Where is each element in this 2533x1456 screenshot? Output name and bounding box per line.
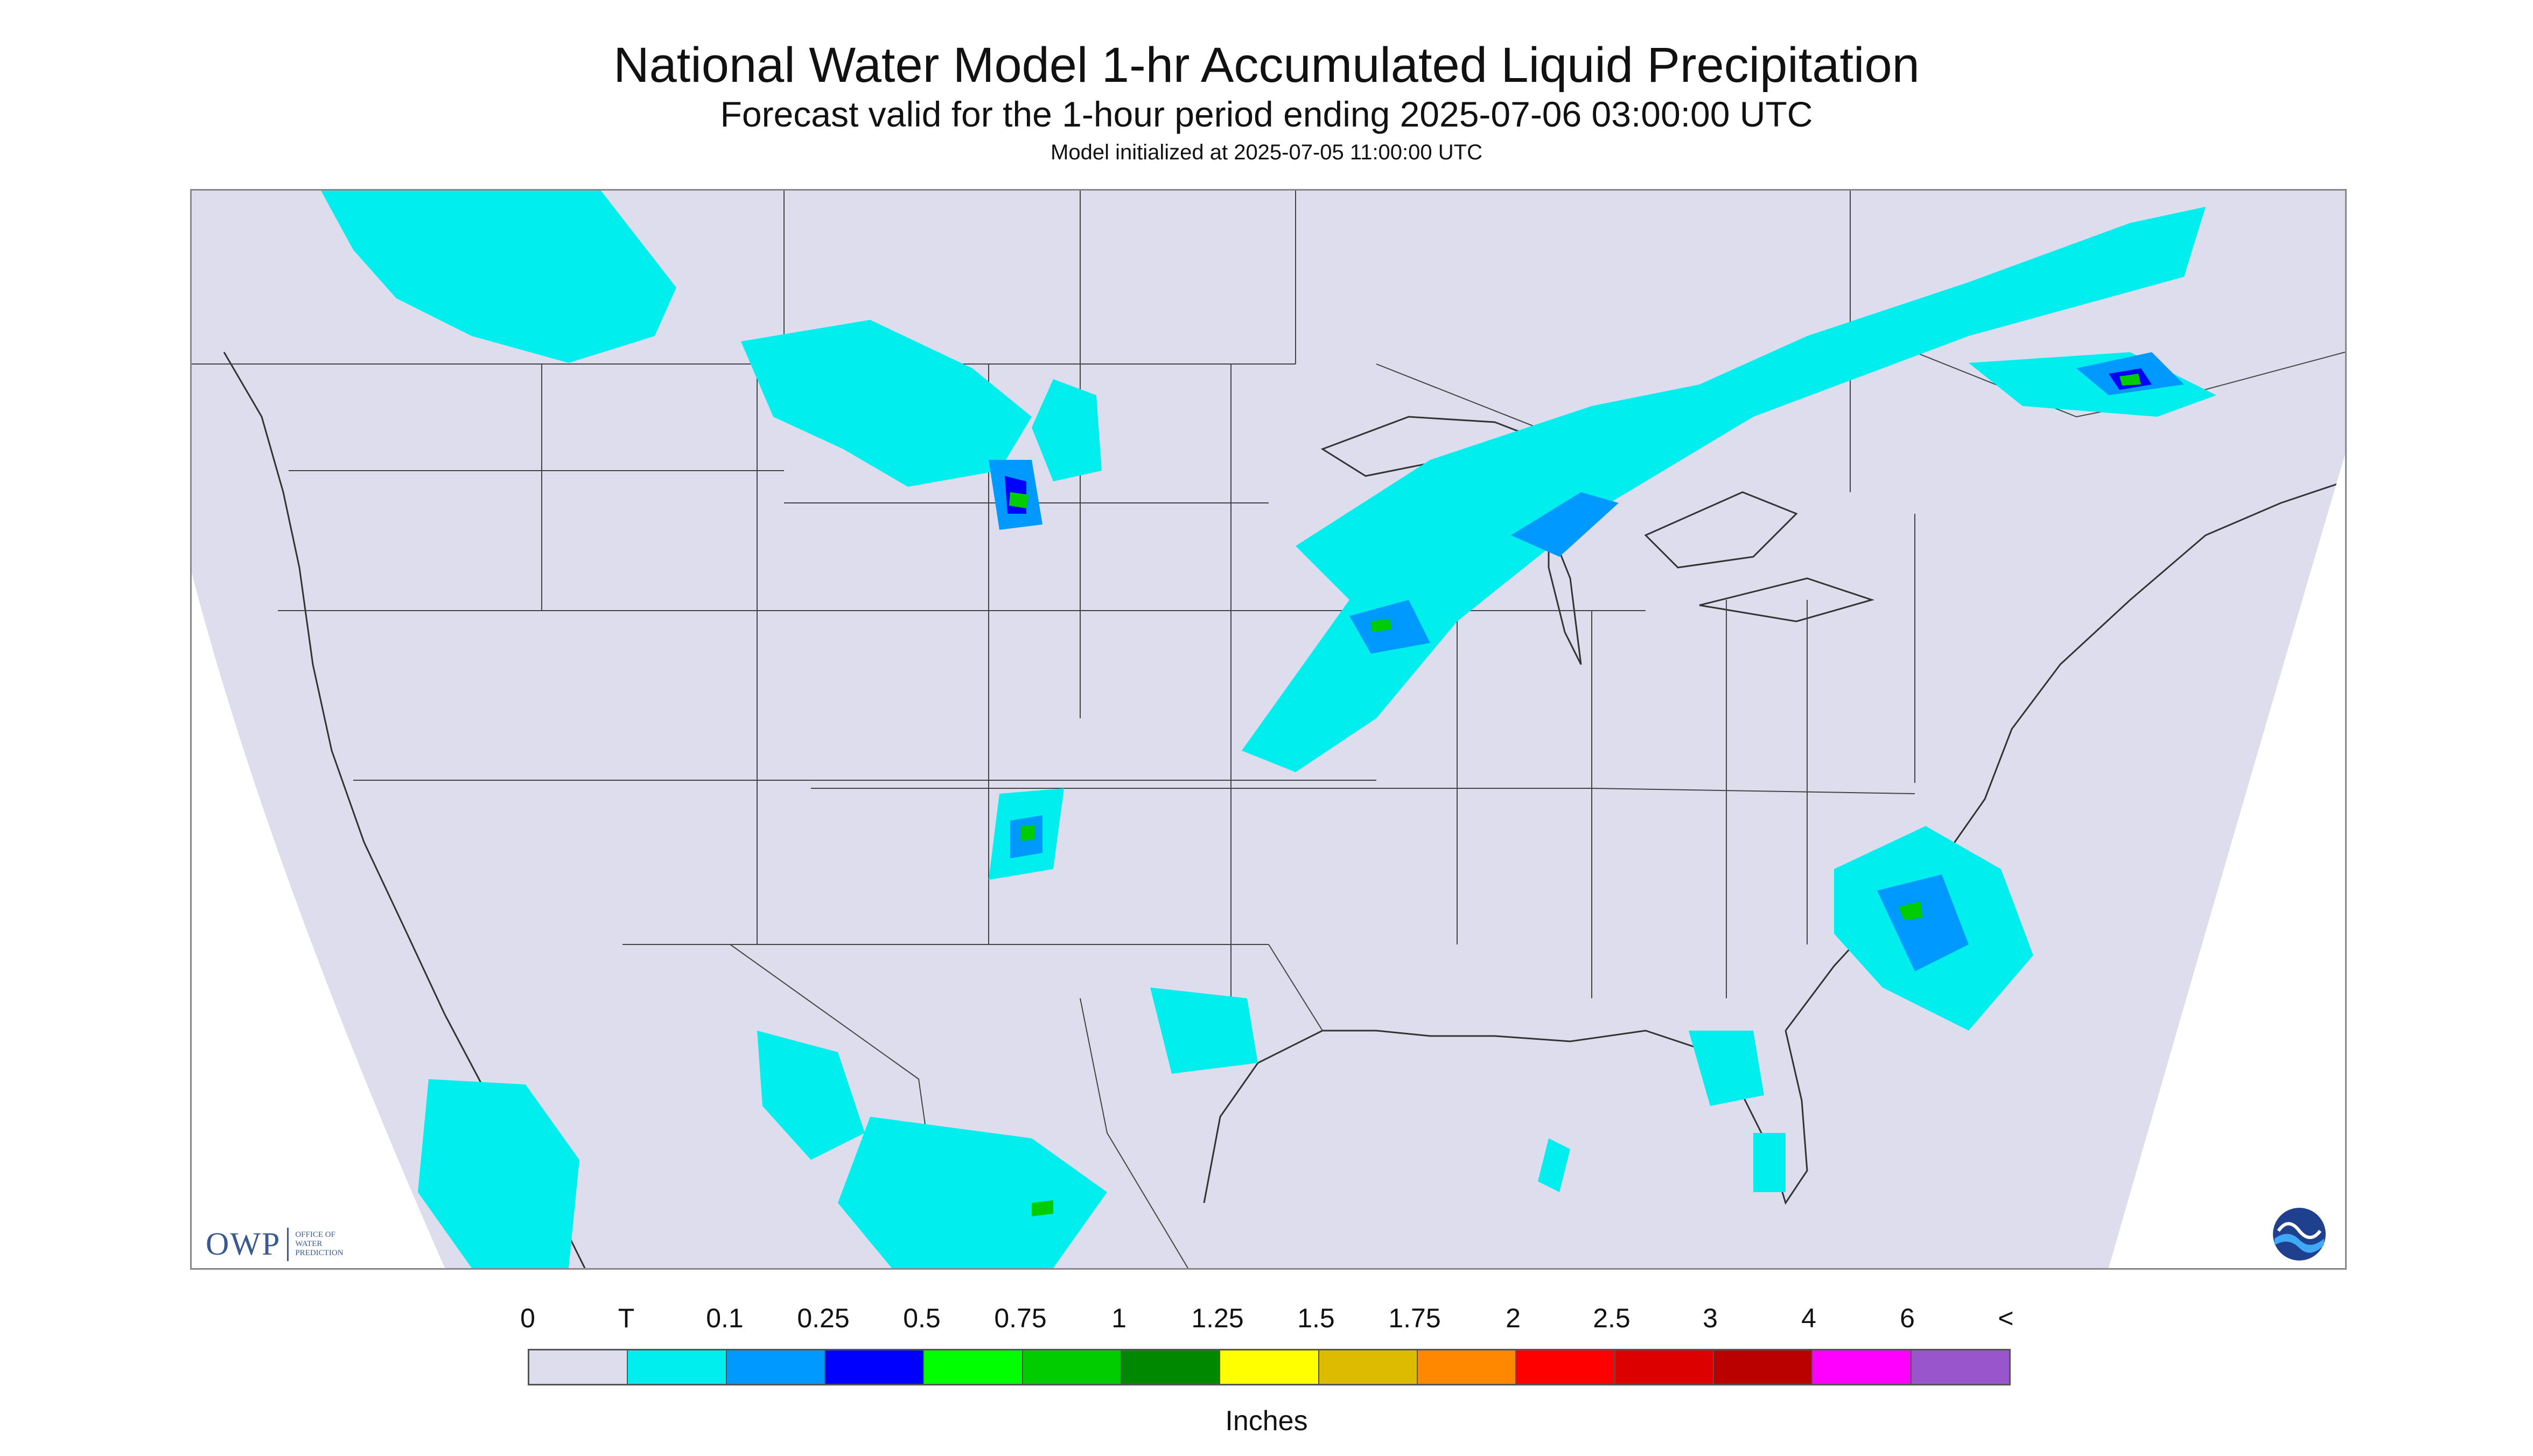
legend-label: 4 — [1801, 1303, 1816, 1333]
legend-label: 2 — [1506, 1303, 1521, 1333]
legend-label: 0 — [520, 1303, 535, 1333]
legend-label: 0.75 — [994, 1303, 1047, 1333]
legend-swatch — [1023, 1350, 1122, 1384]
outside-domain-left — [192, 573, 445, 1268]
legend-swatch — [1615, 1350, 1714, 1384]
owp-logo: OWP OFFICE OF WATER PREDICTION — [206, 1226, 344, 1263]
legend-label: 0.25 — [797, 1303, 850, 1333]
gulf-coastline — [1203, 1030, 1808, 1205]
legend-swatch — [1713, 1350, 1813, 1384]
precip-heavy — [1009, 374, 2141, 1216]
legend-label: 1.5 — [1297, 1303, 1335, 1333]
owp-abbrev: OWP — [206, 1226, 281, 1262]
owp-divider — [287, 1227, 289, 1261]
legend-label: 2.5 — [1593, 1303, 1631, 1333]
legend-color-bar — [528, 1349, 2011, 1385]
legend-swatch — [825, 1350, 925, 1384]
legend-swatch — [1516, 1350, 1615, 1384]
legend-label: 1.75 — [1388, 1303, 1441, 1333]
legend-swatch — [726, 1350, 825, 1384]
legend-swatch — [628, 1350, 727, 1384]
legend-swatch — [924, 1350, 1023, 1384]
legend-label: < — [1998, 1303, 2014, 1333]
legend-label: 1 — [1111, 1303, 1126, 1333]
map-canvas — [192, 191, 2345, 1268]
legend-swatch — [1911, 1350, 2009, 1384]
legend-swatch — [529, 1350, 628, 1384]
legend-label: 0.1 — [706, 1303, 744, 1333]
legend-units-label: Inches — [1225, 1405, 1308, 1437]
noaa-logo-icon — [2273, 1208, 2326, 1261]
legend-label: 1.25 — [1191, 1303, 1244, 1333]
legend-labels: 0 T 0.1 0.25 0.5 0.75 1 1.25 1.5 1.75 2 … — [0, 1302, 2533, 1334]
forecast-valid-subtitle: Forecast valid for the 1-hour period end… — [720, 94, 1813, 134]
map-title: National Water Model 1-hr Accumulated Li… — [613, 38, 1920, 93]
legend-label: 3 — [1703, 1303, 1718, 1333]
legend-swatch — [1813, 1350, 1912, 1384]
owp-full-name: OFFICE OF WATER PREDICTION — [295, 1230, 344, 1257]
model-init-line: Model initialized at 2025-07-05 11:00:00… — [1051, 141, 1482, 164]
precipitation-map: OWP OFFICE OF WATER PREDICTION — [190, 189, 2347, 1270]
legend-label: 0.5 — [903, 1303, 941, 1333]
legend-swatch — [1121, 1350, 1221, 1384]
legend-swatch — [1417, 1350, 1517, 1384]
legend-swatch — [1220, 1350, 1319, 1384]
legend-label: T — [618, 1303, 635, 1333]
legend-label: 6 — [1900, 1303, 1915, 1333]
outside-domain-right — [2109, 454, 2345, 1268]
legend-swatch — [1319, 1350, 1418, 1384]
